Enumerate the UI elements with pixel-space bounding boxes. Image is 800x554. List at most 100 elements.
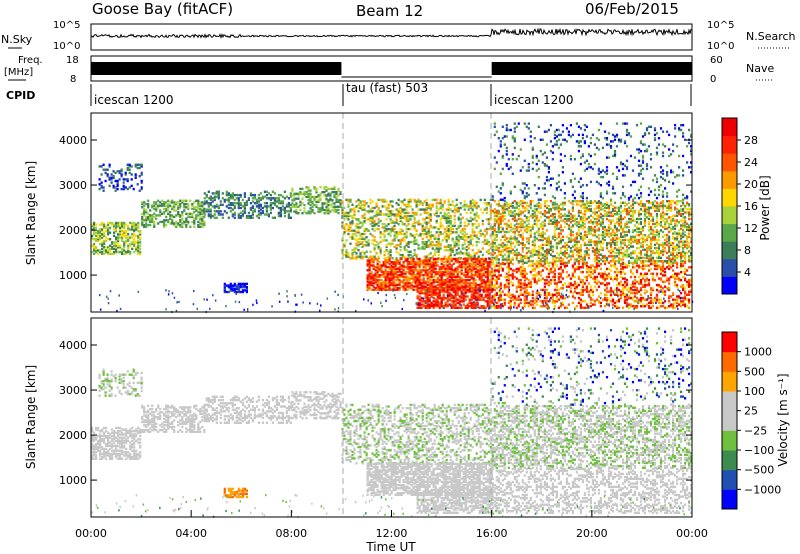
power-cell: [601, 255, 604, 258]
power-cell: [601, 260, 604, 263]
power-cell: [117, 234, 120, 238]
power-cell: [657, 253, 661, 256]
power-cell: [379, 232, 382, 236]
power-cell: [409, 205, 412, 208]
power-cell: [279, 206, 282, 210]
power-cell: [471, 249, 474, 252]
power-cell: [390, 265, 393, 269]
power-cell: [447, 224, 450, 228]
power-cell: [426, 303, 429, 306]
power-cell: [472, 295, 475, 298]
power-cell: [459, 250, 462, 253]
power-cell: [281, 202, 284, 205]
power-cell: [477, 224, 480, 228]
power-cell: [563, 245, 566, 248]
power-cell: [383, 236, 386, 239]
power-cell: [353, 232, 356, 236]
power-cell: [376, 269, 379, 272]
power-cell: [573, 243, 576, 247]
power-cell: [271, 197, 274, 200]
power-cell: [127, 236, 130, 239]
power-cell: [601, 227, 604, 230]
power-cell: [579, 225, 582, 229]
power-cell: [486, 264, 489, 267]
power-cell: [489, 210, 492, 213]
power-cell: [139, 250, 142, 254]
power-cell: [647, 213, 651, 216]
power-cell: [653, 235, 657, 238]
power-cell: [295, 192, 298, 195]
power-cell: [243, 211, 246, 215]
power-cell: [389, 249, 392, 252]
power-cell: [464, 288, 467, 292]
power-cell: [225, 205, 228, 208]
power-cell: [503, 243, 506, 247]
power-cell: [599, 258, 602, 261]
power-cell: [613, 237, 617, 240]
power-cell: [335, 205, 338, 208]
power-cell: [307, 212, 310, 215]
power-cell: [177, 222, 180, 225]
power-cell: [435, 240, 438, 244]
power-cell: [661, 208, 665, 211]
power-cell: [643, 208, 647, 211]
power-cell: [387, 252, 390, 255]
power-cell: [571, 238, 574, 242]
power-cell: [104, 168, 107, 171]
power-cell: [215, 195, 218, 198]
power-cell: [569, 255, 572, 258]
power-cell: [390, 278, 393, 282]
power-cell: [110, 178, 113, 181]
power-cell: [120, 175, 123, 178]
power-cell: [473, 223, 476, 226]
power-cell: [434, 262, 437, 266]
power-cell: [480, 261, 483, 264]
power-cell: [450, 285, 453, 288]
power-cell: [395, 208, 398, 211]
power-cell: [462, 285, 465, 288]
power-cell: [100, 165, 103, 168]
power-cell: [351, 236, 354, 239]
power-cell: [581, 256, 584, 260]
power-cell: [442, 298, 445, 301]
power-cell: [441, 205, 444, 208]
power-cell: [301, 187, 304, 191]
power-cell: [430, 265, 433, 269]
power-cell: [235, 197, 238, 200]
power-cell: [402, 262, 405, 266]
power-cell: [416, 272, 419, 275]
power-cell: [501, 255, 504, 258]
power-cell: [655, 250, 659, 253]
power-cell: [139, 231, 142, 234]
power-cell: [643, 224, 647, 227]
power-cell: [365, 244, 368, 247]
power-cell: [475, 206, 478, 210]
power-cell: [428, 287, 431, 290]
power-cell: [421, 240, 424, 244]
power-cell: [601, 248, 604, 251]
power-cell: [347, 224, 350, 228]
power-cell: [661, 260, 665, 263]
power-cell: [499, 243, 502, 247]
power-cell: [376, 280, 379, 283]
power-cell: [443, 236, 446, 239]
power-cell: [507, 250, 510, 253]
power-cell: [277, 213, 280, 216]
power-cell: [93, 252, 96, 255]
power-cell: [440, 275, 443, 278]
power-cell: [119, 226, 122, 229]
power-cell: [413, 200, 416, 203]
power-cell: [449, 203, 452, 206]
power-cell: [93, 228, 96, 231]
power-cell: [432, 306, 435, 309]
power-cell: [455, 244, 458, 247]
power-cell: [434, 274, 437, 277]
power-cell: [343, 206, 346, 210]
power-cell: [405, 227, 408, 231]
power-cell: [141, 222, 144, 225]
power-cell: [133, 241, 136, 244]
power-cell: [116, 170, 119, 173]
power-cell: [664, 204, 667, 208]
power-cell: [472, 287, 475, 290]
power-cell: [581, 235, 584, 238]
